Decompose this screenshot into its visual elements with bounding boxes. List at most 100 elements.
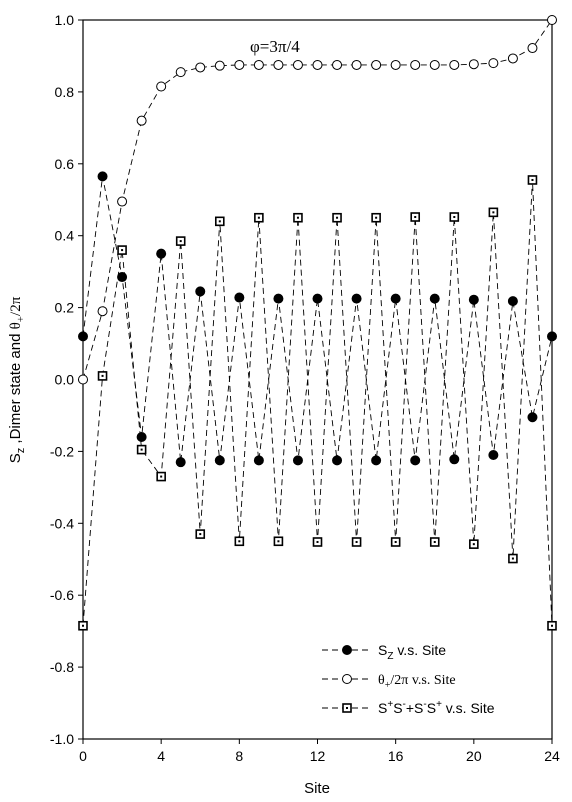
point-theta: [78, 374, 88, 385]
legend-marker-filled-circle: [342, 645, 352, 655]
axis-ticks: -1.0 -0.8 -0.6 -0.4 -0.2 0.0 0.2 0.4 0.6 0.8 1.0 0 4…: [50, 12, 560, 764]
legend-label-theta: θ+/2π v.s. Site: [378, 673, 456, 691]
point-theta: [234, 59, 245, 70]
y-tick-label: -0.6: [50, 587, 74, 603]
point-spsm-dot: [101, 374, 104, 377]
point-theta: [332, 59, 343, 70]
point-sz: [136, 432, 147, 443]
point-sz: [292, 455, 303, 466]
point-sz: [507, 296, 518, 307]
legend-item-theta: θ+/2π v.s. Site: [322, 673, 456, 691]
point-sz: [195, 286, 206, 297]
point-sz: [97, 171, 108, 182]
point-spsm-dot: [453, 216, 456, 219]
point-theta: [273, 59, 284, 70]
point-theta: [292, 59, 303, 70]
legend: SZ v.s. Site θ+/2π v.s. Site S+S-+S-S+ v…: [322, 642, 495, 716]
series-line-2: [82, 179, 553, 626]
point-sz: [214, 455, 225, 466]
point-spsm-dot: [199, 533, 202, 536]
point-theta: [195, 62, 206, 73]
annotation-phi: φ=3π/4: [250, 37, 300, 56]
series-line-1: [82, 19, 553, 380]
point-sz: [78, 331, 88, 342]
x-tick-label: 12: [310, 748, 326, 764]
point-spsm-dot: [140, 448, 143, 451]
point-theta: [117, 196, 128, 207]
y-tick-label: 0.0: [55, 372, 75, 388]
series-line-0: [82, 176, 553, 463]
point-theta: [97, 306, 108, 317]
x-tick-label: 4: [157, 748, 165, 764]
point-spsm-dot: [336, 216, 339, 219]
point-spsm-dot: [82, 624, 84, 627]
point-theta: [312, 59, 323, 70]
x-tick-label: 20: [466, 748, 482, 764]
point-spsm-dot: [394, 540, 397, 543]
x-tick-label: 0: [79, 748, 87, 764]
point-theta: [253, 59, 264, 70]
point-sz: [253, 455, 264, 466]
point-sz: [527, 412, 538, 423]
point-sz: [117, 272, 128, 283]
point-sz: [351, 293, 362, 304]
point-sz: [234, 292, 245, 303]
y-tick-label: 1.0: [55, 12, 75, 28]
legend-label-spsm: S+S-+S-S+ v.s. Site: [378, 699, 495, 716]
point-theta: [449, 59, 460, 70]
point-sz: [449, 454, 460, 465]
point-sz: [156, 248, 167, 259]
y-tick-label: 0.2: [55, 300, 75, 316]
point-sz: [175, 457, 186, 468]
legend-marker-open-circle: [342, 674, 352, 684]
point-spsm-dot: [375, 216, 378, 219]
point-theta: [488, 58, 499, 69]
x-axis-label: Site: [304, 780, 330, 797]
point-spsm-dot: [511, 557, 514, 560]
y-tick-label: 0.8: [55, 84, 75, 100]
point-spsm-dot: [472, 543, 475, 546]
y-tick-label: -0.2: [50, 443, 74, 459]
point-sz: [312, 293, 323, 304]
point-spsm-dot: [492, 211, 495, 214]
y-tick-label: -0.8: [50, 659, 74, 675]
point-spsm-dot: [296, 216, 299, 219]
point-theta: [371, 59, 382, 70]
legend-item-sz: SZ v.s. Site: [322, 642, 446, 662]
point-theta: [507, 53, 518, 64]
point-theta: [410, 59, 421, 70]
point-sz: [390, 293, 401, 304]
point-sz: [429, 293, 440, 304]
point-sz: [468, 294, 479, 305]
point-theta: [547, 15, 557, 25]
plot-frame: [82, 19, 553, 740]
point-theta: [214, 60, 225, 71]
point-theta: [527, 43, 538, 54]
y-tick-label: -1.0: [50, 731, 74, 747]
point-spsm-dot: [257, 216, 260, 219]
point-theta: [175, 67, 186, 78]
point-spsm-dot: [316, 540, 319, 543]
x-tick-label: 16: [388, 748, 404, 764]
point-spsm-dot: [551, 624, 553, 627]
y-axis-label: Sz ,Dimer state and θ+/2π: [7, 296, 27, 463]
point-sz: [410, 455, 421, 466]
point-sz: [332, 455, 343, 466]
point-theta: [468, 59, 479, 70]
point-spsm-dot: [531, 178, 534, 181]
point-theta: [136, 115, 147, 126]
point-spsm-dot: [238, 540, 241, 543]
y-tick-label: 0.6: [55, 156, 75, 172]
point-sz: [371, 455, 382, 466]
point-spsm-dot: [218, 220, 221, 223]
point-theta: [390, 59, 401, 70]
point-sz: [547, 331, 557, 342]
legend-marker-dot: [346, 707, 348, 709]
point-spsm-dot: [433, 540, 436, 543]
x-tick-label: 24: [544, 748, 560, 764]
x-tick-label: 8: [235, 748, 243, 764]
point-spsm-dot: [179, 240, 182, 243]
point-spsm-dot: [355, 540, 358, 543]
point-spsm-dot: [414, 216, 417, 219]
